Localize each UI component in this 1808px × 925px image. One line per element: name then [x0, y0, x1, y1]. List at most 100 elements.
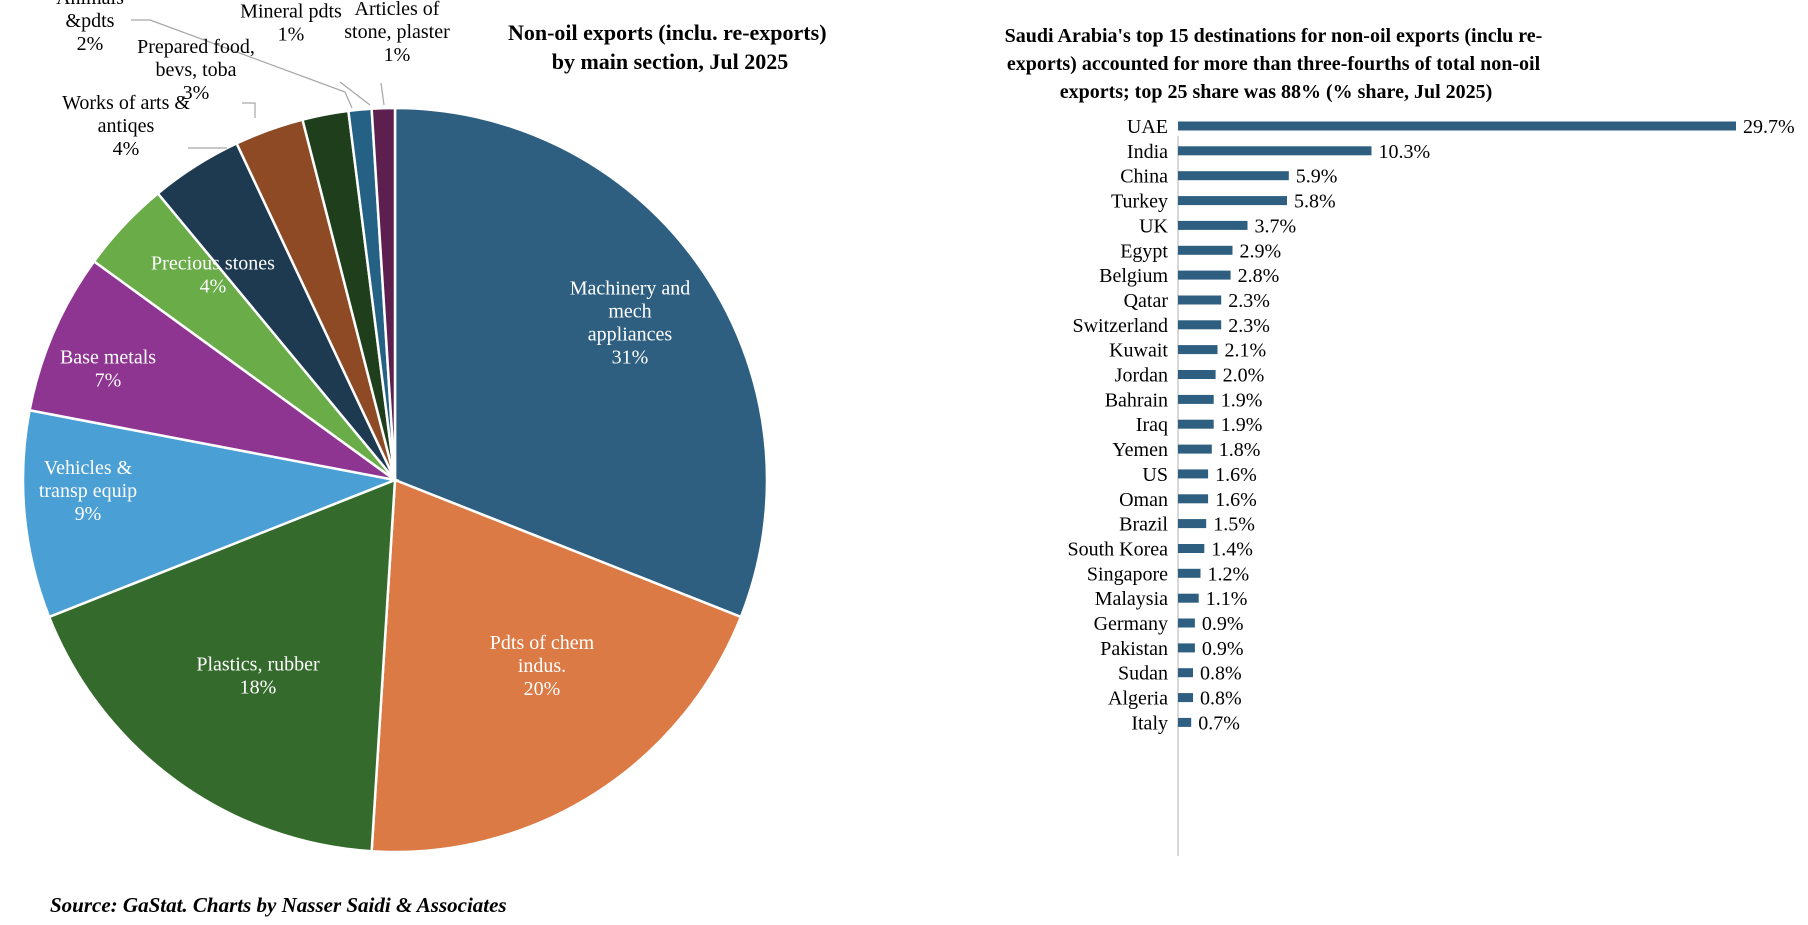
bar-category-sudan: Sudan	[1118, 663, 1168, 685]
bar-category-oman: Oman	[1119, 489, 1168, 511]
bar-value-us: 1.6%	[1215, 464, 1257, 486]
bar-category-iraq: Iraq	[1136, 414, 1168, 436]
pie-slice-machinery-and-mech-appliances	[393, 106, 769, 619]
pie-title-line-2: by main section, Jul 2025	[552, 49, 789, 74]
bar-title-line-3: exports; top 25 share was 88% (% share, …	[1060, 81, 1493, 103]
pie-leader-line-animals-pdts	[131, 19, 353, 109]
bar-value-south-korea: 1.4%	[1211, 539, 1253, 561]
bar-turkey	[1178, 196, 1287, 206]
bar-chart: Saudi Arabia's top 15 destinations for n…	[1005, 25, 1795, 856]
bar-value-jordan: 2.0%	[1223, 365, 1265, 387]
bar-uae	[1178, 121, 1736, 131]
bar-value-turkey: 5.8%	[1294, 191, 1336, 213]
bar-china	[1178, 171, 1289, 181]
bar-value-yemen: 1.8%	[1219, 439, 1261, 461]
bar-value-uae: 29.7%	[1743, 116, 1795, 138]
bar-value-italy: 0.7%	[1198, 712, 1240, 734]
bar-category-jordan: Jordan	[1115, 365, 1168, 387]
bar-category-bahrain: Bahrain	[1105, 389, 1168, 411]
bar-category-turkey: Turkey	[1111, 191, 1168, 213]
bar-egypt	[1178, 245, 1233, 255]
bar-category-belgium: Belgium	[1099, 265, 1168, 287]
bar-value-qatar: 2.3%	[1228, 290, 1270, 312]
pie-slice-plastics-rubber	[47, 478, 397, 853]
bar-india	[1178, 146, 1372, 156]
pie-label-precious-stones: Precious stones 4%	[151, 253, 275, 298]
bar-bahrain	[1178, 394, 1214, 404]
bar-category-malaysia: Malaysia	[1095, 588, 1168, 610]
pie-label-prepared-food-bevs-toba: Prepared food, bevs, toba 3%	[137, 36, 255, 104]
bar-value-oman: 1.6%	[1215, 489, 1257, 511]
bar-marks	[1178, 121, 1736, 727]
bar-pakistan	[1178, 643, 1195, 653]
pie-slice-vehicles-transp-equip	[21, 408, 400, 619]
bar-value-iraq: 1.9%	[1221, 414, 1263, 436]
bar-us	[1178, 469, 1209, 479]
bar-category-yemen: Yemen	[1112, 439, 1168, 461]
bar-title-line-1: Saudi Arabia's top 15 destinations for n…	[1005, 25, 1543, 47]
bar-uk	[1178, 220, 1248, 230]
bar-category-kuwait: Kuwait	[1109, 340, 1168, 362]
pie-label-base-metals: Base metals 7%	[60, 347, 156, 392]
bar-category-germany: Germany	[1094, 613, 1168, 635]
pie-title-line-1: Non-oil exports (inclu. re-exports)	[508, 20, 827, 45]
pie-label-works-of-arts-antiqes: Works of arts & antiqes 4%	[62, 92, 190, 160]
bar-value-sudan: 0.8%	[1200, 663, 1242, 685]
bar-category-egypt: Egypt	[1120, 240, 1168, 262]
bar-italy	[1178, 717, 1192, 727]
bar-category-india: India	[1127, 141, 1168, 163]
pie-label-mineral-pdts: Mineral pdts 1%	[240, 1, 342, 46]
bar-belgium	[1178, 270, 1231, 280]
bar-value-uk: 3.7%	[1255, 215, 1297, 237]
bar-singapore	[1178, 568, 1201, 578]
bar-category-singapore: Singapore	[1087, 563, 1168, 585]
bar-value-singapore: 1.2%	[1208, 563, 1250, 585]
bar-value-kuwait: 2.1%	[1225, 340, 1267, 362]
bar-value-pakistan: 0.9%	[1202, 638, 1244, 660]
bar-sudan	[1178, 668, 1193, 678]
bar-value-algeria: 0.8%	[1200, 688, 1242, 710]
bar-qatar	[1178, 295, 1222, 305]
pie-leader-line-articles-of-stone-plaster	[380, 82, 385, 106]
pie-label-articles-of-stone-plaster: Articles of stone, plaster 1%	[344, 0, 450, 66]
pie-labels: Machinery and mech appliances 31% Pdts of ch…	[39, 0, 690, 700]
bar-category-switzerland: Switzerland	[1072, 315, 1168, 337]
bar-category-pakistan: Pakistan	[1100, 638, 1168, 660]
pie-label-machinery-and-mech-appliances: Machinery and mech appliances 31%	[570, 278, 691, 369]
bar-category-uk: UK	[1139, 215, 1168, 237]
bar-malaysia	[1178, 593, 1199, 603]
bar-category-algeria: Algeria	[1108, 688, 1168, 710]
source-note: Source: GaStat. Charts by Nasser Saidi &…	[50, 893, 507, 917]
pie-leader-line-prepared-food-bevs-toba	[242, 102, 256, 118]
pie-label-vehicles-transp-equip: Vehicles & transp equip 9%	[39, 457, 137, 525]
bar-oman	[1178, 494, 1209, 504]
pie-slice-pdts-of-chem-indus	[370, 478, 743, 854]
bar-value-germany: 0.9%	[1202, 613, 1244, 635]
bar-yemen	[1178, 444, 1212, 454]
bar-iraq	[1178, 419, 1214, 429]
bar-value-switzerland: 2.3%	[1228, 315, 1270, 337]
bar-category-uae: UAE	[1127, 116, 1168, 138]
bar-category-china: China	[1120, 166, 1168, 188]
bar-chart-title: Saudi Arabia's top 15 destinations for n…	[1005, 25, 1548, 103]
bar-germany	[1178, 618, 1195, 628]
bar-category-qatar: Qatar	[1124, 290, 1169, 312]
bar-category-south-korea: South Korea	[1067, 539, 1168, 561]
bar-value-labels: 29.7% 10.3% 5.9% 5.8%3.7% 2.9% 2.8% 2.3% 2.3% 2.…	[1198, 116, 1794, 734]
bar-title-line-2: exports) accounted for more than three-f…	[1007, 53, 1541, 75]
bar-kuwait	[1178, 345, 1218, 355]
bar-value-belgium: 2.8%	[1238, 265, 1280, 287]
bar-brazil	[1178, 519, 1207, 529]
pie-label-pdts-of-chem-indus: Pdts of chem indus. 20%	[490, 632, 595, 700]
bar-value-bahrain: 1.9%	[1221, 389, 1263, 411]
pie-slice-base-metals	[28, 259, 396, 482]
pie-leader-line-mineral-pdts	[339, 81, 371, 106]
pie-label-plastics-rubber: Plastics, rubber 18%	[196, 654, 320, 699]
bar-value-malaysia: 1.1%	[1206, 588, 1248, 610]
bar-value-india: 10.3%	[1379, 141, 1431, 163]
bar-value-brazil: 1.5%	[1213, 514, 1255, 536]
bar-category-italy: Italy	[1131, 712, 1168, 734]
bar-algeria	[1178, 693, 1193, 703]
